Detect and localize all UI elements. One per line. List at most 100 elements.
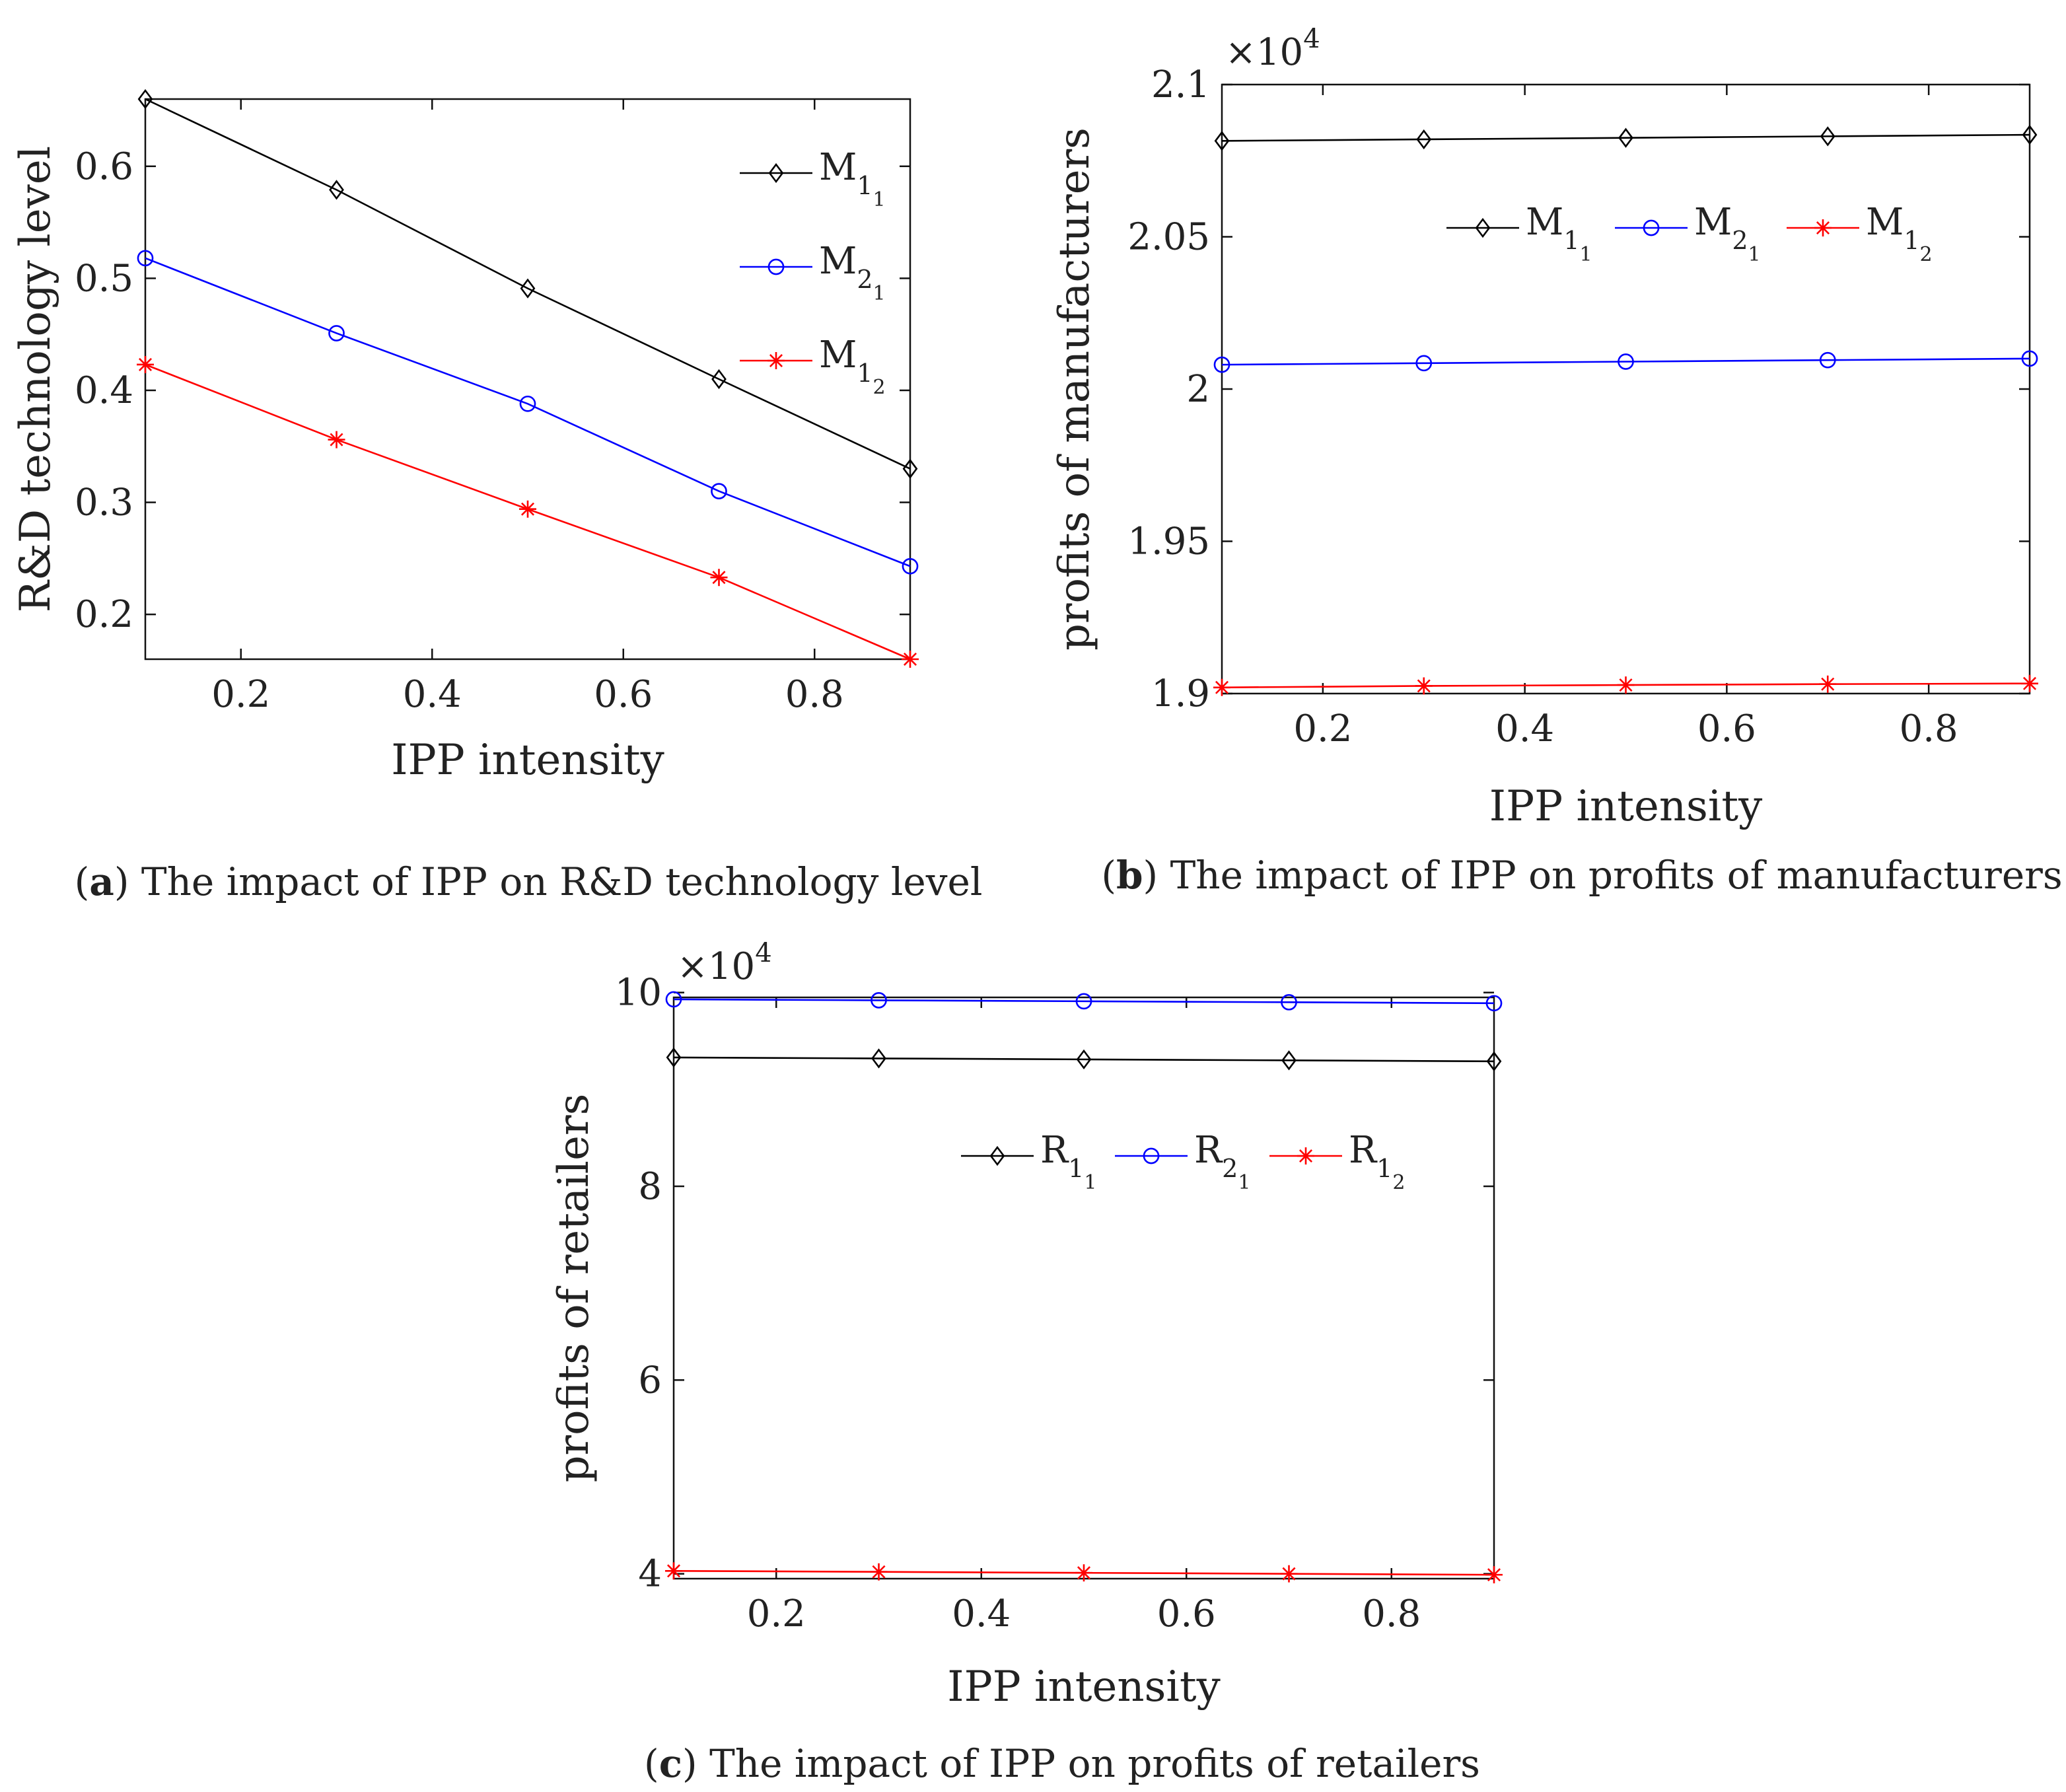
data-point-a-0-2 [520, 278, 536, 299]
y-tick-label-b-2: 2 [1186, 368, 1210, 411]
x-tick-label-b-1: 0.4 [1495, 707, 1554, 750]
plot-frame-b [1221, 83, 2031, 695]
x-tick-label-a-2: 0.6 [594, 673, 653, 716]
data-point-a-2-3 [710, 569, 728, 587]
data-point-a-0-1 [329, 180, 344, 200]
data-point-b-1-3 [1819, 351, 1836, 369]
data-point-a-1-2 [519, 395, 536, 412]
chart-panel-c: 0.2 0.4 0.6 0.8 4 6 8 10 ×104 IPP intensity profit… [550, 938, 1503, 1786]
x-tick-label-a-0: 0.2 [211, 673, 270, 716]
x-tick-label-b-3: 0.8 [1900, 707, 1958, 750]
y-tick-label-a-4: 0.6 [75, 145, 133, 188]
y-tick-label-c-0: 4 [638, 1553, 662, 1596]
y-axis-label-b: profits of manufacturers [1050, 127, 1099, 651]
data-point-a-2-4 [902, 651, 919, 668]
legend-label-c-0: R11 [1040, 1129, 1096, 1194]
data-point-b-1-1 [1415, 355, 1433, 372]
data-point-a-0-3 [711, 369, 727, 390]
legend-label-c-2: R12 [1349, 1129, 1405, 1194]
data-point-c-1-1 [871, 992, 887, 1009]
data-point-c-2-4 [1485, 1566, 1503, 1584]
legend-label-a-2: M12 [819, 334, 886, 399]
x-tick-label-c-2: 0.6 [1157, 1593, 1216, 1635]
y-tick-label-a-3: 0.5 [75, 257, 133, 300]
legend-marker-b-1 [1643, 219, 1660, 236]
data-point-c-0-1 [871, 1048, 886, 1069]
y-axis-label-a: R&D technology level [11, 146, 60, 613]
data-point-c-0-2 [1076, 1049, 1092, 1070]
series-line-c-0 [673, 1056, 1495, 1063]
legend-label-b-1: M21 [1694, 201, 1761, 266]
data-point-a-1-0 [137, 250, 154, 267]
data-point-a-2-2 [519, 500, 536, 518]
x-tick-label-c-0: 0.2 [747, 1593, 806, 1635]
chart-panel-b: 0.2 0.4 0.6 0.8 1.9 1.95 2 2.05 2.1 ×104 IPP inten… [1050, 24, 2063, 898]
legend-label-a-0: M11 [819, 146, 886, 211]
y-tick-label-b-4: 2.1 [1151, 63, 1210, 106]
x-axis-label-b: IPP intensity [1489, 782, 1762, 831]
data-point-b-1-4 [2021, 350, 2038, 367]
data-point-c-0-0 [666, 1047, 682, 1068]
caption-b: (b) The impact of IPP on profits of manu… [1101, 853, 2062, 898]
x-tick-label-c-3: 0.8 [1362, 1593, 1421, 1635]
data-point-c-0-3 [1281, 1050, 1297, 1071]
y-tick-label-b-3: 2.05 [1127, 216, 1210, 259]
data-point-b-0-1 [1416, 129, 1432, 150]
caption-a: (a) The impact of IPP on R&D technology … [75, 859, 983, 904]
plot-frame-c [672, 996, 1495, 1580]
legend-marker-b-0 [1475, 217, 1491, 238]
data-point-a-1-4 [902, 557, 919, 575]
legend-label-b-0: M11 [1526, 201, 1592, 266]
axis-multiplier-b: ×104 [1225, 24, 1320, 74]
x-tick-label-c-1: 0.4 [952, 1593, 1011, 1635]
axis-multiplier-c: ×104 [677, 938, 772, 988]
data-point-c-1-4 [1485, 995, 1503, 1012]
y-axis-label-c: profits of retailers [550, 1094, 598, 1483]
data-point-b-2-4 [2021, 674, 2038, 692]
y-tick-label-a-1: 0.3 [75, 482, 133, 524]
data-point-c-2-2 [1075, 1564, 1092, 1582]
data-point-c-1-2 [1075, 993, 1092, 1010]
y-tick-label-c-1: 6 [638, 1359, 662, 1402]
caption-c: (c) The impact of IPP on profits of reta… [644, 1741, 1480, 1786]
data-point-b-2-0 [1213, 678, 1230, 696]
legend-marker-c-0 [989, 1145, 1005, 1166]
series-line-b-1 [1221, 357, 2030, 366]
data-point-b-2-3 [1819, 675, 1837, 693]
legend-label-b-2: M12 [1866, 201, 1933, 266]
y-tick-label-c-2: 8 [638, 1165, 662, 1208]
x-axis-label-c: IPP intensity [947, 1663, 1220, 1711]
legend-marker-a-0 [768, 162, 784, 184]
x-tick-label-b-0: 0.2 [1293, 707, 1352, 750]
legend-label-c-1: R21 [1194, 1129, 1250, 1194]
y-tick-label-a-2: 0.4 [75, 369, 133, 412]
data-point-b-2-2 [1617, 676, 1635, 694]
data-point-a-2-1 [328, 431, 345, 448]
series-line-a-0 [145, 98, 911, 470]
legend-marker-c-1 [1143, 1147, 1160, 1165]
legend-label-a-1: M21 [819, 240, 886, 305]
y-tick-label-b-0: 1.9 [1151, 672, 1210, 715]
legend-marker-a-1 [767, 258, 785, 275]
y-tick-label-a-0: 0.2 [75, 593, 133, 636]
legend-marker-a-2 [767, 352, 785, 369]
data-point-a-1-1 [328, 325, 345, 341]
y-tick-label-c-3: 10 [615, 972, 662, 1015]
data-point-a-1-3 [711, 483, 727, 499]
x-axis-label-a: IPP intensity [391, 736, 664, 785]
data-point-b-0-4 [2022, 124, 2038, 145]
series-line-a-1 [145, 257, 911, 567]
data-point-c-2-1 [870, 1563, 888, 1581]
data-point-c-0-4 [1486, 1051, 1502, 1071]
plot-frame-a [144, 98, 911, 661]
data-point-a-2-0 [137, 355, 154, 373]
data-point-c-1-3 [1281, 993, 1297, 1011]
legend-marker-b-2 [1814, 219, 1832, 236]
data-point-c-1-0 [665, 991, 682, 1008]
x-tick-label-a-1: 0.4 [403, 673, 462, 716]
data-point-b-2-1 [1415, 677, 1433, 695]
data-point-a-0-0 [137, 89, 153, 110]
y-tick-label-b-1: 1.95 [1127, 520, 1210, 563]
series-line-c-1 [673, 998, 1495, 1005]
x-tick-label-a-3: 0.8 [785, 673, 844, 716]
